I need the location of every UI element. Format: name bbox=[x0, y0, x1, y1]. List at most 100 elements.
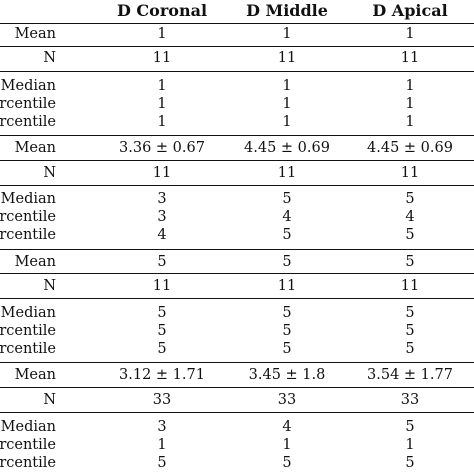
table-row: Mean 3.12 ± 1.71 3.45 ± 1.8 3.54 ± 1.77 bbox=[0, 366, 474, 384]
table-row: 5 Percentile 5 5 5 bbox=[0, 454, 474, 472]
cell-d-apical: 5 bbox=[405, 341, 415, 357]
row-label: 5 Percentile bbox=[0, 341, 56, 357]
cell-d-apical: 11 bbox=[400, 278, 420, 294]
cell-d-middle: 5 bbox=[282, 254, 292, 270]
cell-d-middle: 1 bbox=[282, 26, 292, 42]
cell-d-coronal: 1 bbox=[157, 26, 167, 42]
row-label: 5 Percentile bbox=[0, 227, 56, 243]
cell-d-coronal: 11 bbox=[152, 50, 172, 66]
cell-d-coronal: 5 bbox=[157, 341, 167, 357]
cell-d-middle: 1 bbox=[282, 437, 292, 453]
cell-d-apical: 1 bbox=[405, 114, 415, 130]
cell-d-middle: 3.45 ± 1.8 bbox=[248, 367, 326, 383]
cell-d-middle: 5 bbox=[282, 191, 292, 207]
rule-line bbox=[0, 298, 474, 299]
cell-d-apical: 5 bbox=[405, 191, 415, 207]
cell-d-middle: 5 bbox=[282, 323, 292, 339]
table-row: Median 3 5 5 bbox=[0, 190, 474, 208]
cell-d-middle: 11 bbox=[277, 278, 297, 294]
cell-d-coronal: 5 bbox=[157, 323, 167, 339]
table-row: Mean 1 1 1 bbox=[0, 25, 474, 43]
cell-d-middle: 1 bbox=[282, 78, 292, 94]
cell-d-middle: 1 bbox=[282, 114, 292, 130]
rule-line bbox=[0, 71, 474, 72]
cell-d-middle: 5 bbox=[282, 455, 292, 471]
cell-d-middle: 5 bbox=[282, 341, 292, 357]
rule-line bbox=[0, 387, 474, 388]
table-row: Mean 3.36 ± 0.67 4.45 ± 0.69 4.45 ± 0.69 bbox=[0, 139, 474, 157]
table-row: N 33 33 33 bbox=[0, 391, 474, 409]
cell-d-coronal: 5 bbox=[157, 254, 167, 270]
rule-line bbox=[0, 412, 474, 413]
cell-d-coronal: 5 bbox=[157, 305, 167, 321]
row-label: N bbox=[43, 278, 56, 294]
cell-d-apical: 11 bbox=[400, 50, 420, 66]
row-label: 5 Percentile bbox=[0, 114, 56, 130]
row-label: Mean bbox=[14, 26, 56, 42]
cell-d-apical: 5 bbox=[405, 227, 415, 243]
rule-line bbox=[0, 273, 474, 274]
row-label: N bbox=[43, 392, 56, 408]
table-row: 5 Percentile 5 5 5 bbox=[0, 322, 474, 340]
cell-d-coronal: 3 bbox=[157, 209, 167, 225]
cell-d-middle: 11 bbox=[277, 50, 297, 66]
table-row: N 11 11 11 bbox=[0, 49, 474, 67]
cell-d-middle: 33 bbox=[277, 392, 297, 408]
cell-d-apical: 5 bbox=[405, 323, 415, 339]
row-label: Median bbox=[0, 305, 56, 321]
cell-d-apical: 5 bbox=[405, 419, 415, 435]
table-row: 5 Percentile 1 1 1 bbox=[0, 436, 474, 454]
row-label: Median bbox=[0, 419, 56, 435]
cell-d-middle: 4 bbox=[282, 419, 292, 435]
cell-d-coronal: 5 bbox=[157, 455, 167, 471]
cell-d-coronal: 4 bbox=[157, 227, 167, 243]
row-label: Mean bbox=[14, 254, 56, 270]
rule-line bbox=[0, 249, 474, 250]
cell-d-coronal: 3.12 ± 1.71 bbox=[119, 367, 205, 383]
rule-line bbox=[0, 362, 474, 363]
table-row: Median 1 1 1 bbox=[0, 77, 474, 95]
column-header-d-middle: D Middle bbox=[246, 1, 328, 20]
table-row: Median 5 5 5 bbox=[0, 304, 474, 322]
cell-d-coronal: 11 bbox=[152, 165, 172, 181]
rule-line bbox=[0, 185, 474, 186]
cell-d-middle: 5 bbox=[282, 227, 292, 243]
row-label: Mean bbox=[14, 367, 56, 383]
cell-d-middle: 4 bbox=[282, 209, 292, 225]
table-row: 5 Percentile 1 1 1 bbox=[0, 95, 474, 113]
cell-d-apical: 4 bbox=[405, 209, 415, 225]
row-label: Mean bbox=[14, 140, 56, 156]
rule-line bbox=[0, 160, 474, 161]
row-label: 5 Percentile bbox=[0, 437, 56, 453]
cell-d-apical: 33 bbox=[400, 392, 420, 408]
row-label: Median bbox=[0, 191, 56, 207]
rule-line bbox=[0, 135, 474, 136]
table-row: 5 Percentile 1 1 1 bbox=[0, 113, 474, 131]
row-label: Median bbox=[0, 78, 56, 94]
cell-d-apical: 1 bbox=[405, 26, 415, 42]
table-row: N 11 11 11 bbox=[0, 277, 474, 295]
cell-d-apical: 5 bbox=[405, 305, 415, 321]
cell-d-apical: 3.54 ± 1.77 bbox=[367, 367, 453, 383]
table-row: Median 3 4 5 bbox=[0, 418, 474, 436]
cell-d-apical: 5 bbox=[405, 455, 415, 471]
cell-d-coronal: 1 bbox=[157, 96, 167, 112]
row-label: 5 Percentile bbox=[0, 323, 56, 339]
rule-line bbox=[0, 23, 474, 24]
cell-d-coronal: 3.36 ± 0.67 bbox=[119, 140, 205, 156]
cell-d-coronal: 1 bbox=[157, 437, 167, 453]
cell-d-apical: 1 bbox=[405, 78, 415, 94]
row-label: 5 Percentile bbox=[0, 209, 56, 225]
cell-d-middle: 11 bbox=[277, 165, 297, 181]
table-row: 5 Percentile 4 5 5 bbox=[0, 226, 474, 244]
cell-d-apical: 5 bbox=[405, 254, 415, 270]
cell-d-coronal: 1 bbox=[157, 114, 167, 130]
column-header-d-coronal: D Coronal bbox=[116, 1, 208, 20]
table-row: N 11 11 11 bbox=[0, 164, 474, 182]
table-row: Mean 5 5 5 bbox=[0, 253, 474, 271]
row-label: N bbox=[43, 165, 56, 181]
cell-d-coronal: 3 bbox=[157, 419, 167, 435]
table-row: 5 Percentile 5 5 5 bbox=[0, 340, 474, 358]
cell-d-middle: 4.45 ± 0.69 bbox=[244, 140, 330, 156]
